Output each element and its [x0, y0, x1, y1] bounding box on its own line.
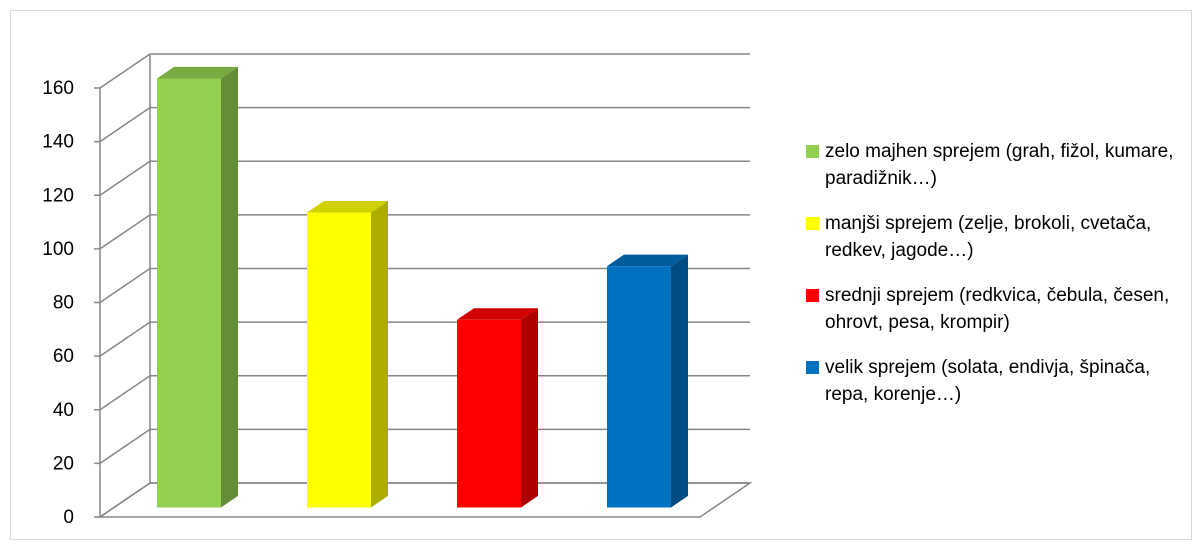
- grid-line: [99, 321, 151, 357]
- grid-line: [99, 428, 151, 464]
- legend-item: srednji sprejem (redkvica, čebula, česen…: [806, 282, 1186, 336]
- bar: [607, 266, 671, 508]
- legend-label: velik sprejem (solata, endivja, špinača,…: [825, 357, 1151, 405]
- legend-label: srednji sprejem (redkvica, čebula, česen…: [825, 285, 1170, 333]
- y-tick-label: 100: [42, 239, 74, 260]
- bar-top: [457, 308, 538, 320]
- grid-line: [99, 160, 151, 196]
- grid-line: [99, 214, 151, 250]
- bar-side: [671, 254, 688, 508]
- bar-side: [221, 66, 238, 508]
- legend-label: manjši sprejem (zelje, brokoli, cvetača,…: [825, 213, 1152, 261]
- bar-side: [521, 308, 538, 508]
- legend-swatch: [806, 145, 819, 158]
- bar-top: [307, 200, 388, 213]
- legend-item: manjši sprejem (zelje, brokoli, cvetača,…: [806, 210, 1186, 264]
- grid-line: [99, 482, 151, 518]
- legend-item: zelo majhen sprejem (grah, fižol, kumare…: [806, 138, 1186, 192]
- legend-label: zelo majhen sprejem (grah, fižol, kumare…: [825, 141, 1174, 189]
- bar-top: [607, 254, 688, 267]
- legend-item: velik sprejem (solata, endivja, špinača,…: [806, 354, 1186, 408]
- legend-swatch: [806, 361, 819, 374]
- grid-line: [99, 267, 151, 304]
- y-tick-label: 0: [63, 507, 74, 528]
- bar-side: [371, 200, 388, 508]
- bar: [457, 319, 521, 508]
- y-tick-label: 140: [42, 132, 74, 153]
- y-tick-label: 40: [53, 400, 74, 421]
- legend-swatch: [806, 217, 819, 230]
- y-tick-label: 20: [53, 453, 74, 474]
- grid-line: [99, 53, 151, 89]
- bar-top: [157, 66, 238, 79]
- bar: [307, 212, 371, 508]
- legend: zelo majhen sprejem (grah, fižol, kumare…: [806, 138, 1186, 426]
- y-tick-label: 160: [42, 78, 74, 99]
- legend-swatch: [806, 289, 819, 302]
- y-tick-label: 60: [53, 346, 74, 367]
- grid-line: [99, 107, 151, 143]
- y-tick-label: 80: [53, 293, 74, 314]
- bar: [157, 78, 221, 508]
- y-tick-label: 120: [42, 185, 74, 206]
- grid-line: [99, 375, 151, 411]
